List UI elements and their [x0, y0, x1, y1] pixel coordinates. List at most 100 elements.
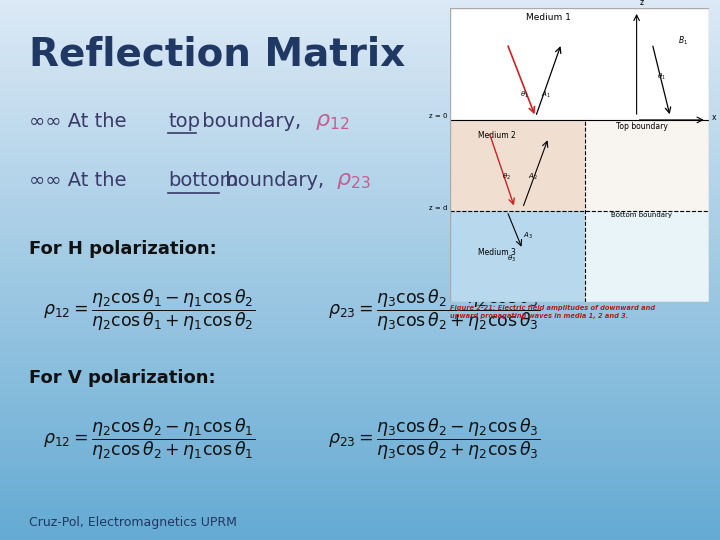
- Bar: [0, 420, 720, 424]
- Bar: [0, 253, 720, 256]
- Bar: [0, 282, 720, 286]
- Bar: [0, 331, 720, 335]
- Text: Bottom boundary: Bottom boundary: [611, 212, 672, 218]
- Bar: [0, 374, 720, 378]
- Bar: [0, 536, 720, 540]
- Bar: [0, 39, 720, 43]
- Bar: [0, 474, 720, 478]
- Bar: [0, 423, 720, 427]
- Bar: [0, 118, 720, 122]
- Bar: [0, 91, 720, 94]
- Bar: [0, 75, 720, 78]
- Bar: [0, 293, 720, 297]
- Bar: [0, 102, 720, 105]
- Bar: [585, 120, 709, 211]
- Bar: [0, 512, 720, 516]
- Bar: [0, 126, 720, 130]
- Bar: [0, 412, 720, 416]
- Bar: [0, 382, 720, 386]
- Bar: [0, 517, 720, 521]
- Bar: [0, 428, 720, 432]
- Text: For V polarization:: For V polarization:: [29, 369, 215, 387]
- Bar: [0, 496, 720, 500]
- Bar: [0, 504, 720, 508]
- Bar: [0, 309, 720, 313]
- Bar: [0, 323, 720, 327]
- Bar: [0, 88, 720, 92]
- Text: top: top: [168, 112, 200, 131]
- Bar: [0, 453, 720, 456]
- Text: Cruz-Pol, Electromagnetics UPRM: Cruz-Pol, Electromagnetics UPRM: [29, 516, 237, 529]
- Bar: [0, 320, 720, 324]
- Bar: [0, 34, 720, 38]
- Bar: [0, 169, 720, 173]
- Bar: [0, 431, 720, 435]
- Bar: [0, 228, 720, 232]
- Bar: [0, 21, 720, 24]
- Bar: [0, 450, 720, 454]
- Bar: [0, 426, 720, 429]
- Text: For H polarization:: For H polarization:: [29, 240, 217, 259]
- Bar: [0, 307, 720, 310]
- Bar: [0, 180, 720, 184]
- Bar: [0, 304, 720, 308]
- Bar: [0, 42, 720, 46]
- Bar: [0, 447, 720, 451]
- Bar: [0, 12, 720, 16]
- Bar: [0, 220, 720, 224]
- Bar: [0, 174, 720, 178]
- Text: $\rho_{12} = \dfrac{\eta_2 \cos\theta_1 - \eta_1 \cos\theta_2}{\eta_2 \cos\theta: $\rho_{12} = \dfrac{\eta_2 \cos\theta_1 …: [43, 288, 255, 333]
- Bar: [0, 520, 720, 524]
- Bar: [0, 247, 720, 251]
- Bar: [0, 269, 720, 273]
- Bar: [0, 61, 720, 65]
- Bar: [0, 158, 720, 162]
- Bar: [0, 439, 720, 443]
- Bar: [0, 404, 720, 408]
- Bar: [0, 210, 720, 213]
- Text: z = 0: z = 0: [429, 113, 447, 119]
- Bar: [450, 8, 709, 120]
- Bar: [0, 258, 720, 262]
- Bar: [0, 50, 720, 54]
- Bar: [0, 409, 720, 413]
- Bar: [0, 493, 720, 497]
- Bar: [0, 161, 720, 165]
- Bar: [0, 4, 720, 8]
- Text: $\theta_1$: $\theta_1$: [520, 90, 529, 99]
- Bar: [450, 120, 585, 211]
- Bar: [0, 415, 720, 419]
- Bar: [0, 385, 720, 389]
- Bar: [0, 301, 720, 305]
- Bar: [0, 199, 720, 202]
- Bar: [0, 291, 720, 294]
- Bar: [0, 66, 720, 70]
- Bar: [0, 266, 720, 270]
- Bar: [0, 120, 720, 124]
- Bar: [0, 242, 720, 246]
- Bar: [0, 342, 720, 346]
- Text: $\theta_3$: $\theta_3$: [507, 254, 516, 265]
- Bar: [0, 315, 720, 319]
- Bar: [0, 255, 720, 259]
- Bar: [0, 156, 720, 159]
- Bar: [0, 318, 720, 321]
- Bar: [0, 123, 720, 127]
- Bar: [585, 211, 709, 302]
- Bar: [0, 212, 720, 216]
- Bar: [0, 525, 720, 529]
- Bar: [0, 96, 720, 100]
- Bar: [0, 471, 720, 475]
- Bar: [0, 107, 720, 111]
- Bar: [0, 277, 720, 281]
- Bar: [0, 250, 720, 254]
- Bar: [0, 185, 720, 189]
- Bar: [0, 147, 720, 151]
- Bar: [0, 104, 720, 108]
- Text: Medium 3: Medium 3: [477, 248, 516, 258]
- Bar: [0, 482, 720, 486]
- Bar: [0, 312, 720, 316]
- Bar: [0, 288, 720, 292]
- Bar: [0, 280, 720, 284]
- Bar: [0, 134, 720, 138]
